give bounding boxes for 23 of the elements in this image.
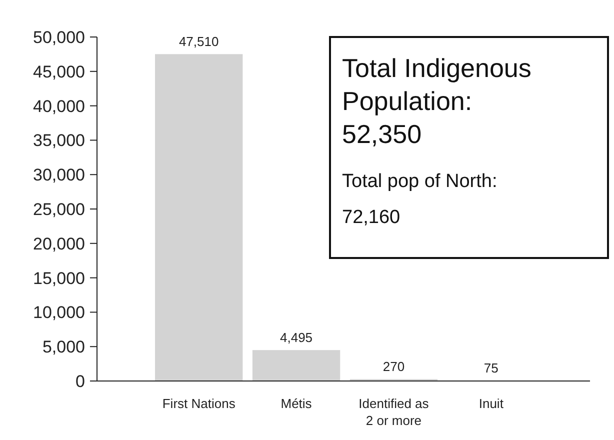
- bar: [155, 54, 243, 381]
- x-tick-label: Inuit: [478, 396, 504, 411]
- data-label: 270: [382, 359, 405, 374]
- data-label: 4,495: [280, 330, 313, 346]
- x-tick-label: Identified as 2 or more: [358, 396, 430, 428]
- x-tick-label: Métis: [280, 396, 312, 411]
- y-tick-label: 35,000: [33, 131, 85, 150]
- y-tick-label: 10,000: [33, 303, 85, 322]
- data-label: 47,510: [178, 34, 219, 50]
- y-tick-label: 15,000: [33, 268, 85, 288]
- x-tick-label: First Nations: [162, 396, 236, 411]
- y-tick-label: 20,000: [33, 234, 85, 254]
- y-tick-label: 50,000: [33, 28, 85, 47]
- y-tick-label: 5,000: [42, 338, 85, 357]
- y-tick-label: 0: [76, 372, 85, 391]
- annotation: Total Indigenous Population: 52,350: [342, 53, 532, 149]
- y-tick-label: 25,000: [33, 200, 85, 219]
- y-tick-label: 30,000: [33, 166, 85, 185]
- bar: [252, 350, 340, 381]
- annotation: Total pop of North: 72,160: [342, 171, 498, 228]
- data-label: 75: [484, 360, 498, 376]
- y-tick-label: 45,000: [33, 62, 85, 82]
- y-tick-label: 40,000: [33, 96, 85, 116]
